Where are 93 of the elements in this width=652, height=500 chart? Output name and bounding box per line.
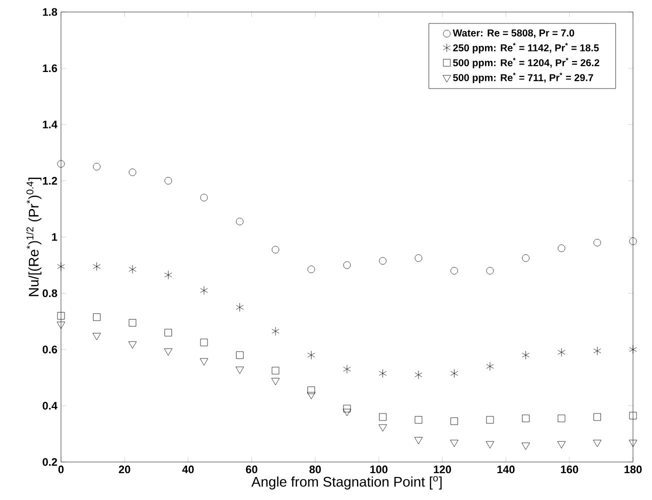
point — [128, 264, 136, 274]
legend-label: 500 ppm: Re$^{*}$ = 1204, Pr$^{*}$ = 26.2 — [453, 58, 600, 68]
y-tick-label: 0.2 — [42, 458, 58, 466]
point — [93, 313, 100, 321]
point — [594, 413, 601, 421]
text: Nu/[(Re$^{*}$)$^{1/2}$ (Pr$^{*}$)$^{0.4}$] — [26, 178, 42, 296]
legend-label: 500 ppm: Re$^{*}$ = 711, Pr$^{*}$ = 29.7 — [453, 72, 594, 84]
y-tick-label: 1.8 — [42, 8, 58, 16]
point — [236, 366, 244, 374]
point — [414, 254, 422, 262]
legend-label: Water: Re = 5808, Pr = 7.0 — [452, 29, 574, 38]
x-tick-label: 80 — [309, 466, 321, 474]
point — [128, 319, 136, 326]
point — [272, 366, 280, 374]
point — [593, 440, 602, 448]
y-tick-label: 0.8 — [42, 289, 58, 298]
point — [486, 416, 494, 424]
point — [450, 440, 458, 448]
x-tick-label: 60 — [246, 466, 258, 474]
point — [629, 345, 637, 354]
point — [414, 437, 423, 444]
point — [379, 413, 386, 421]
point — [629, 412, 637, 420]
y-tick-label: 0.6 — [42, 346, 58, 354]
point — [486, 267, 494, 274]
point — [200, 358, 208, 366]
point — [272, 326, 280, 336]
x-tick-label: 140 — [497, 466, 515, 474]
point — [57, 262, 65, 271]
point — [200, 194, 208, 202]
point — [594, 238, 601, 246]
point — [164, 348, 172, 356]
point — [128, 341, 137, 349]
y-tick-label: 1.6 — [42, 64, 58, 72]
point — [343, 404, 351, 412]
point — [558, 414, 566, 422]
x-tick-label: 160 — [560, 466, 578, 474]
x-tick-label: 0 — [58, 466, 64, 474]
point — [486, 362, 494, 371]
point — [558, 348, 566, 357]
point — [308, 266, 315, 274]
point — [308, 386, 315, 394]
point — [450, 267, 458, 274]
point — [128, 168, 136, 176]
point — [307, 350, 316, 360]
point — [378, 369, 387, 378]
point — [414, 370, 422, 380]
point — [450, 418, 458, 425]
point — [57, 312, 65, 320]
point — [271, 378, 280, 386]
point — [343, 364, 351, 374]
point — [379, 257, 386, 265]
point — [164, 328, 172, 336]
x-tick-label: 120 — [434, 466, 452, 474]
point — [486, 441, 494, 448]
point — [92, 262, 101, 271]
point — [236, 218, 244, 226]
point — [557, 441, 566, 448]
point — [558, 244, 566, 252]
legend-label: 250 ppm: Re$^{*}$ = 1142, Pr$^{*}$ = 18.5 — [453, 42, 599, 54]
point — [236, 351, 244, 359]
y-tick-label: 1.4 — [42, 120, 58, 128]
point — [450, 369, 458, 378]
point — [200, 286, 208, 295]
point — [93, 162, 100, 170]
y-tick-label: 1.2 — [42, 176, 58, 185]
point — [164, 177, 172, 184]
y-tick-label: 0.4 — [42, 402, 58, 410]
point — [414, 416, 422, 424]
point — [593, 346, 602, 356]
point — [522, 414, 530, 422]
x-tick-label: 180 — [624, 466, 642, 474]
point — [522, 442, 530, 450]
x-tick-label: 20 — [118, 466, 130, 474]
point — [200, 338, 208, 346]
x-tick-label: 40 — [182, 466, 194, 474]
point — [92, 332, 101, 340]
x-tick-label: 100 — [370, 466, 388, 474]
point — [307, 392, 316, 400]
y-tick-label: 1 — [52, 233, 58, 241]
point — [236, 302, 244, 312]
point — [164, 270, 172, 280]
point — [629, 238, 637, 245]
point — [522, 254, 530, 262]
point — [628, 440, 638, 448]
point — [378, 424, 387, 432]
point — [272, 246, 280, 254]
point — [522, 350, 530, 360]
x-axis-title: Angle from Stagnation Point [$^{o}$] — [251, 476, 442, 490]
point — [342, 408, 352, 416]
point — [56, 322, 66, 329]
point — [57, 160, 65, 168]
point — [343, 261, 351, 269]
